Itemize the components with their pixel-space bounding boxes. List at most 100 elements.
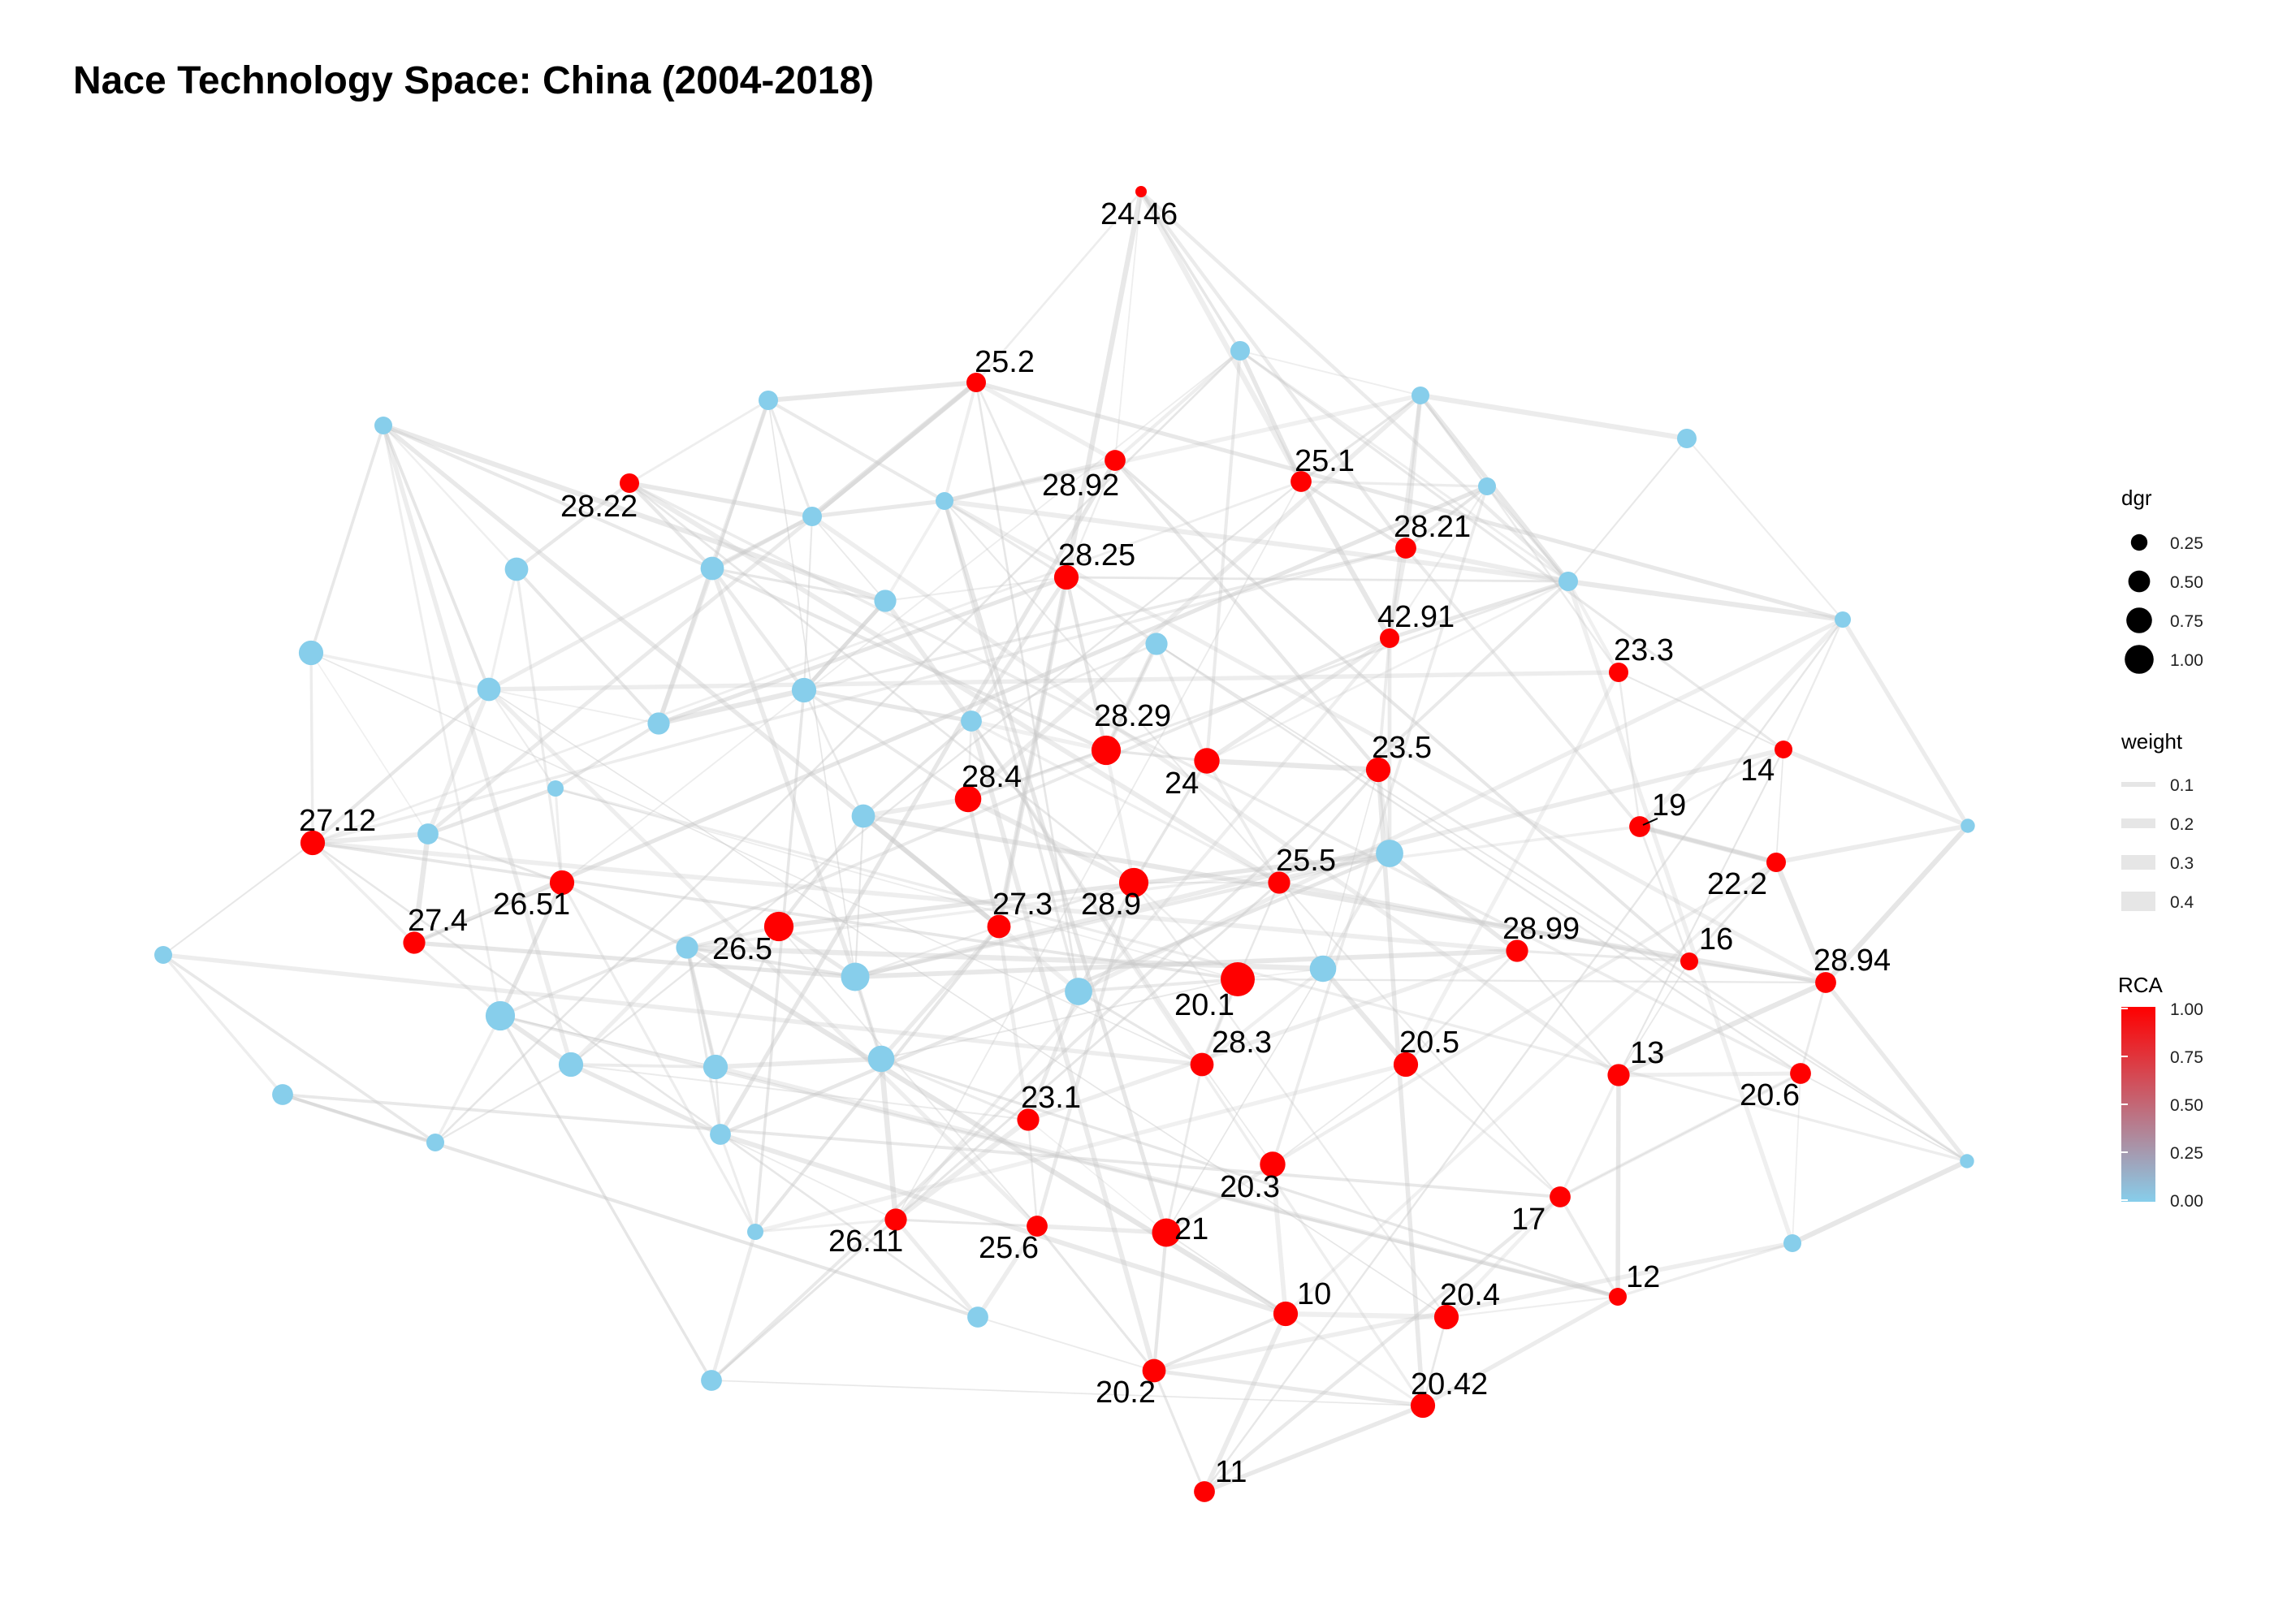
- node-label: 20.42: [1411, 1367, 1488, 1402]
- network-edge: [895, 1218, 1038, 1228]
- network-edge: [1077, 882, 1135, 992]
- legend-dgr-label: 0.25: [2170, 534, 2203, 553]
- network-edge: [310, 652, 429, 835]
- node-25-6: [1027, 1216, 1048, 1237]
- network-edge: [975, 1224, 1040, 1319]
- network-edge: [1139, 191, 1242, 352]
- network-edge: [1104, 749, 1136, 883]
- node-label: 26.11: [828, 1224, 903, 1259]
- network-edge: [1035, 1225, 1156, 1371]
- network-edge: [1205, 760, 1281, 883]
- node-42-91: [1380, 628, 1399, 648]
- network-edge: [1559, 1073, 1801, 1198]
- node-28-94: [1815, 972, 1836, 993]
- network-edge: [1387, 395, 1423, 639]
- network-edge: [802, 599, 887, 692]
- network-edge: [162, 952, 1203, 1067]
- network-edge: [1615, 1074, 1621, 1298]
- network-edge: [1153, 1368, 1424, 1408]
- node-label: 21: [1174, 1212, 1208, 1246]
- network-edge: [1236, 882, 1281, 980]
- node-10: [1273, 1301, 1299, 1327]
- node-label: 16: [1699, 922, 1733, 957]
- network-edge: [711, 400, 770, 569]
- network-edge: [811, 499, 945, 519]
- network-edge: [754, 1062, 1407, 1234]
- node-unlabeled: [1145, 633, 1168, 655]
- network-edge: [997, 577, 1068, 927]
- network-edge: [1567, 578, 1844, 623]
- network-edge: [413, 484, 1488, 945]
- network-edge: [1516, 949, 1690, 963]
- network-edge: [1202, 1312, 1288, 1493]
- network-edge: [1485, 485, 1570, 583]
- network-edge: [777, 814, 865, 928]
- network-edge: [944, 499, 1067, 579]
- network-edge: [970, 719, 1204, 1066]
- network-edge: [894, 1218, 979, 1319]
- network-edge: [967, 748, 1107, 801]
- network-edge: [969, 576, 1069, 723]
- network-edge: [686, 945, 856, 979]
- network-edge: [1792, 1073, 1801, 1244]
- network-edge: [977, 1316, 1155, 1371]
- legend-dgr-label: 0.50: [2170, 573, 2203, 592]
- network-edge: [658, 575, 1067, 726]
- network-edge: [282, 1093, 436, 1144]
- network-edge: [880, 925, 1001, 1060]
- network-edge: [777, 924, 857, 979]
- network-edge: [1799, 982, 1827, 1074]
- nodes-layer: [154, 186, 1975, 1502]
- network-edge: [629, 482, 1801, 1075]
- node-24: [1194, 748, 1220, 774]
- legend-weight-label: 0.2: [2170, 815, 2194, 834]
- network-edge: [778, 926, 1038, 1227]
- node-label: 20.5: [1399, 1026, 1459, 1060]
- network-edge: [560, 882, 757, 1233]
- network-edge: [1156, 643, 1801, 1074]
- network-edge: [570, 481, 1302, 1065]
- network-edge: [1077, 617, 1844, 994]
- network-edge: [1205, 636, 1391, 763]
- node-label: 14: [1740, 754, 1775, 788]
- node-label: 20.1: [1174, 988, 1234, 1022]
- network-edge: [1321, 967, 1408, 1066]
- network-edge: [1617, 672, 1641, 827]
- node-28-99: [1506, 939, 1528, 962]
- network-edge: [1421, 1316, 1448, 1406]
- network-edge: [569, 1062, 722, 1137]
- network-edge: [811, 516, 886, 602]
- node-label: 10: [1297, 1277, 1331, 1311]
- node-label: 20.2: [1096, 1376, 1156, 1410]
- network-edge: [1201, 1064, 1273, 1165]
- node-14: [1775, 741, 1792, 758]
- network-edge: [853, 976, 884, 1060]
- network-edge: [1156, 643, 1968, 1162]
- network-edge: [1403, 671, 1621, 1066]
- network-edge: [942, 500, 1169, 1233]
- network-edge: [1559, 1196, 1619, 1298]
- legend-weight-label: 0.3: [2170, 854, 2194, 873]
- node-label: 28.22: [560, 490, 638, 524]
- node-label: 23.3: [1614, 633, 1674, 667]
- network-edge: [1404, 546, 1641, 828]
- legend-dgr-key: [2125, 645, 2154, 674]
- network-edge: [1688, 862, 1778, 962]
- network-edge: [1617, 1242, 1793, 1298]
- network-edge: [966, 797, 1135, 885]
- network-edge: [1139, 190, 1407, 550]
- node-label: 42.91: [1377, 600, 1455, 634]
- node-unlabeled: [703, 1054, 728, 1080]
- node-unlabeled: [1835, 611, 1851, 628]
- network-edge: [555, 722, 659, 790]
- network-edge: [1104, 642, 1159, 752]
- node-unlabeled: [1065, 978, 1092, 1005]
- node-label: 23.1: [1021, 1081, 1081, 1115]
- node-27-4: [403, 931, 426, 954]
- network-edge: [1066, 576, 1569, 583]
- node-unlabeled: [759, 391, 778, 410]
- network-edge: [413, 882, 563, 944]
- network-edge: [1239, 349, 1569, 583]
- network-edge: [1133, 882, 1239, 980]
